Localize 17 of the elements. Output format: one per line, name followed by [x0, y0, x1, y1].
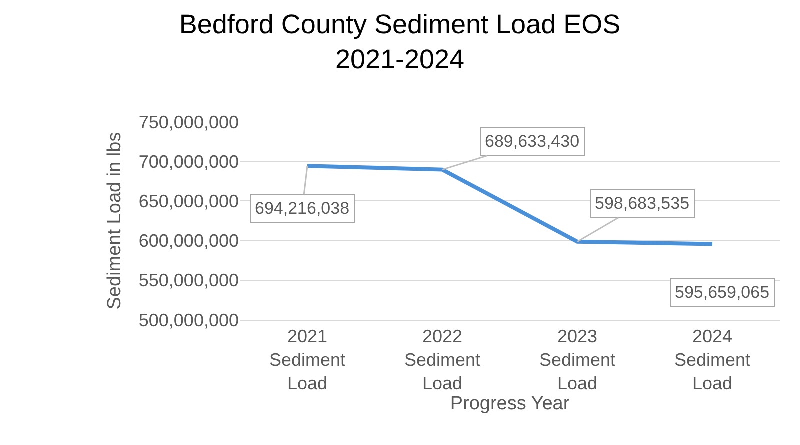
y-tick-label: 500,000,000	[138, 310, 239, 330]
y-tick-label: 650,000,000	[138, 192, 239, 212]
y-tick-label: 700,000,000	[138, 152, 239, 172]
data-label: 694,216,038	[255, 199, 350, 218]
x-tick-label: 2023 Sediment Load	[539, 326, 616, 394]
x-tick-label: 2021 Sediment Load	[269, 326, 346, 394]
data-label: 595,659,065	[675, 283, 770, 302]
y-tick-label: 750,000,000	[138, 112, 239, 132]
y-tick-label: 600,000,000	[138, 231, 239, 252]
data-label: 689,633,430	[485, 132, 580, 151]
data-label: 598,683,535	[595, 194, 690, 213]
y-axis-title: Sediment Load in lbs	[104, 132, 126, 310]
y-tick-label: 550,000,000	[138, 270, 239, 291]
x-tick-label: 2024 Sediment Load	[674, 326, 751, 394]
chart-title: Bedford County Sediment Load EOS 2021-2024	[179, 9, 621, 74]
x-tick-label: 2022 Sediment Load	[404, 326, 481, 394]
x-axis-title: Progress Year	[450, 393, 570, 414]
